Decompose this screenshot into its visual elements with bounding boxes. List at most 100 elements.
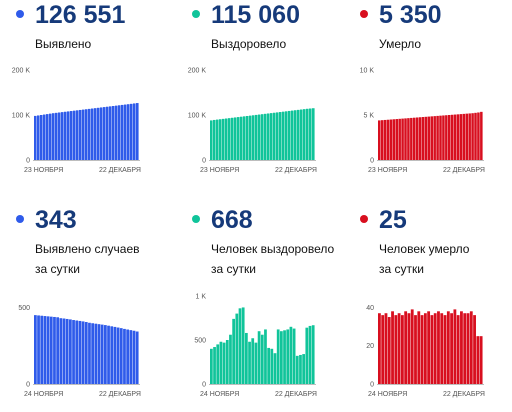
bar	[104, 325, 107, 384]
y-tick-label: 100 K	[12, 113, 31, 120]
panel-label-line: за сутки	[35, 262, 80, 276]
bar	[100, 107, 103, 160]
bar	[421, 117, 425, 160]
bar	[118, 105, 121, 160]
bar	[308, 325, 312, 384]
bar	[460, 311, 463, 384]
bar	[219, 119, 222, 160]
bar	[119, 328, 123, 384]
y-tick-label: 200 K	[188, 68, 207, 75]
bar	[404, 311, 408, 384]
headline-value: 343	[35, 206, 77, 234]
bar	[476, 336, 480, 384]
bar	[387, 317, 391, 384]
legend-dot	[16, 10, 24, 18]
bar	[453, 309, 457, 384]
panel-deaths-daily: 25 Человек умерло за сутки 0 20 40 24 НОЯБРЯ 22…	[344, 205, 512, 405]
bar	[273, 112, 276, 160]
bar	[473, 315, 476, 384]
bar	[300, 109, 303, 160]
bar	[112, 106, 115, 160]
bar	[463, 313, 467, 384]
bar	[56, 317, 60, 384]
x-end-label: 22 ДЕКАБРЯ	[99, 391, 141, 398]
bar	[418, 117, 422, 160]
bar	[306, 108, 309, 160]
bar	[312, 108, 315, 160]
bar	[450, 114, 454, 160]
x-start-label: 24 НОЯБРЯ	[24, 391, 63, 398]
bar	[81, 321, 85, 384]
bar	[286, 329, 290, 384]
bar	[255, 114, 258, 160]
bar	[279, 112, 282, 160]
bar	[299, 354, 302, 384]
bar	[240, 116, 243, 160]
bar	[127, 104, 130, 160]
legend-dot	[192, 215, 200, 223]
bar	[280, 331, 283, 384]
bar	[124, 104, 127, 160]
bar	[264, 329, 267, 384]
bar	[109, 106, 112, 160]
bar	[378, 313, 381, 384]
legend-dot	[16, 215, 24, 223]
bar	[225, 340, 229, 384]
y-tick-label: 500	[18, 305, 30, 312]
bar	[415, 117, 419, 160]
bar	[267, 347, 271, 384]
bar	[43, 114, 46, 160]
bar	[433, 116, 436, 161]
bar	[52, 113, 55, 160]
bar	[133, 103, 136, 160]
bar	[69, 319, 72, 384]
bar	[97, 324, 101, 384]
bar	[70, 111, 73, 160]
bar	[110, 326, 114, 384]
bar	[264, 113, 267, 160]
bar	[245, 332, 248, 384]
x-start-label: 23 НОЯБРЯ	[368, 167, 407, 174]
bar	[65, 318, 69, 384]
y-tick-label: 10 K	[360, 68, 375, 75]
bar	[391, 311, 394, 384]
bar	[459, 114, 463, 160]
bar	[477, 112, 480, 160]
bar	[46, 316, 50, 384]
bar	[222, 342, 226, 384]
bar	[413, 117, 416, 160]
bar	[64, 111, 67, 160]
bar	[394, 315, 398, 384]
bar	[78, 320, 82, 384]
bar	[246, 115, 249, 160]
bar	[295, 355, 299, 384]
bar	[40, 315, 44, 384]
bar	[53, 316, 56, 384]
bar	[75, 320, 79, 384]
y-tick-label: 0	[26, 382, 30, 389]
panel-label-line: Выздоровело	[211, 37, 287, 51]
bar	[430, 116, 434, 160]
bar	[237, 117, 240, 160]
bar	[397, 313, 401, 384]
bar	[94, 108, 97, 160]
bar	[58, 112, 61, 160]
bar	[285, 111, 288, 160]
bar	[46, 114, 49, 160]
bar	[389, 119, 393, 160]
bar	[433, 313, 437, 384]
headline-value: 5 350	[379, 1, 442, 29]
bar	[427, 311, 431, 384]
bar	[384, 313, 388, 384]
bar	[401, 118, 404, 160]
bar	[378, 120, 381, 160]
bar	[88, 322, 91, 384]
x-start-label: 24 НОЯБРЯ	[200, 391, 239, 398]
bar	[436, 115, 439, 160]
bar	[219, 341, 223, 384]
bar	[305, 327, 309, 384]
bar	[126, 329, 130, 384]
y-tick-label: 20	[366, 343, 374, 350]
bar	[61, 112, 64, 160]
bar	[469, 311, 473, 384]
